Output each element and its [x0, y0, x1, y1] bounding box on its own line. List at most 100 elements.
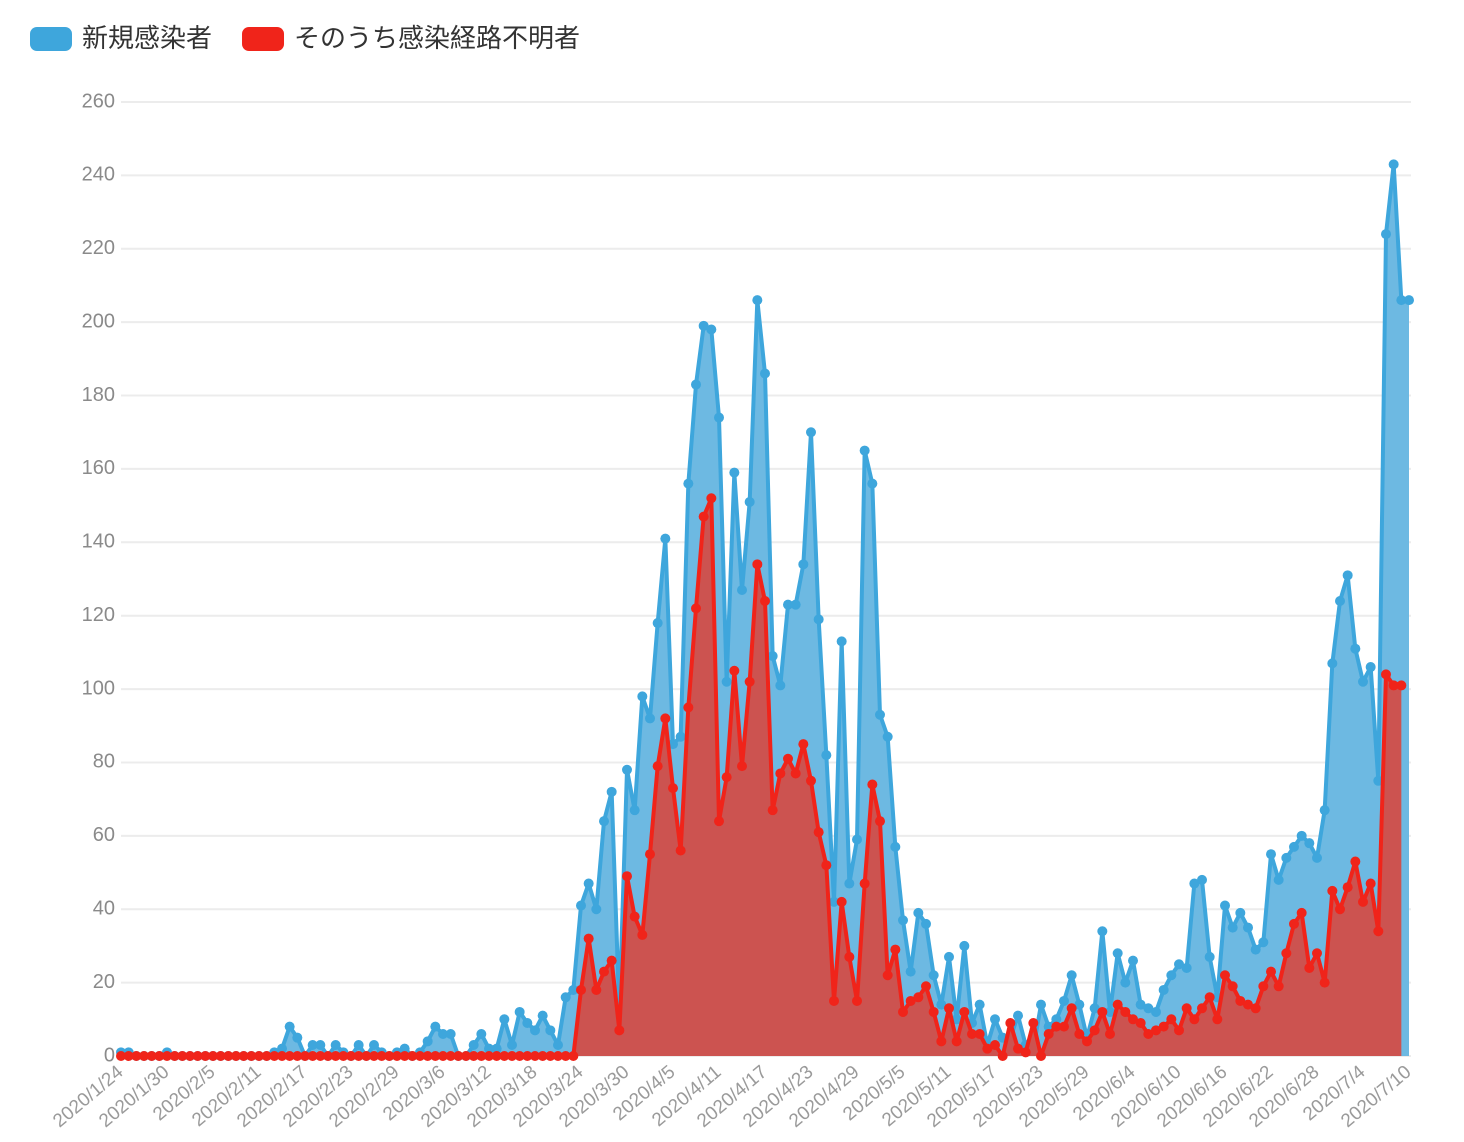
data-point: [1373, 926, 1384, 937]
data-point: [698, 511, 709, 522]
data-point: [208, 1051, 218, 1061]
data-point: [652, 761, 663, 772]
data-point: [890, 841, 901, 852]
data-point: [1036, 1051, 1046, 1061]
y-tick-label: 140: [82, 531, 115, 553]
data-point: [691, 603, 701, 614]
data-point: [361, 1051, 372, 1061]
data-point: [177, 1051, 188, 1061]
data-point: [530, 1025, 540, 1036]
data-point: [476, 1028, 487, 1039]
data-point: [284, 1051, 295, 1061]
data-point: [1051, 1014, 1062, 1025]
data-point: [760, 368, 770, 379]
data-point: [422, 1051, 433, 1061]
data-point: [798, 739, 809, 750]
data-point: [507, 1051, 517, 1061]
y-tick-label: 160: [82, 457, 115, 479]
data-point: [1135, 1017, 1146, 1028]
legend-label: 新規感染者: [82, 23, 212, 53]
data-point: [1212, 1014, 1223, 1025]
data-point: [829, 995, 839, 1006]
data-point: [913, 992, 924, 1003]
data-point: [1281, 852, 1292, 863]
data-point: [1396, 680, 1407, 691]
data-point: [645, 849, 655, 860]
data-point: [882, 731, 893, 742]
data-point: [752, 295, 763, 306]
data-point: [836, 896, 847, 907]
data-point: [614, 1025, 625, 1036]
data-point: [1112, 948, 1123, 959]
data-point: [338, 1051, 349, 1061]
data-point: [1289, 918, 1299, 929]
data-point: [583, 878, 594, 889]
data-point: [545, 1025, 556, 1036]
data-point: [315, 1039, 326, 1050]
data-point: [1312, 852, 1322, 863]
data-point: [1151, 1025, 1161, 1036]
data-point: [928, 970, 939, 981]
data-point: [430, 1021, 441, 1032]
data-point: [928, 1006, 939, 1017]
data-point: [744, 676, 755, 687]
data-point: [215, 1051, 226, 1061]
data-point: [1327, 885, 1338, 896]
data-point: [997, 1051, 1008, 1061]
data-point: [645, 713, 655, 724]
data-point: [1273, 874, 1284, 885]
data-point: [568, 984, 579, 995]
data-point: [721, 772, 732, 783]
data-point: [1181, 1003, 1192, 1014]
y-tick-label: 180: [82, 384, 115, 406]
data-point: [729, 665, 740, 676]
data-point: [231, 1051, 241, 1061]
data-point: [1204, 951, 1215, 962]
data-point: [1396, 295, 1407, 306]
data-point: [1304, 962, 1315, 973]
data-point: [1143, 1003, 1154, 1014]
data-point: [1013, 1043, 1023, 1054]
data-point: [507, 1039, 517, 1050]
data-point: [116, 1051, 126, 1061]
data-point: [691, 379, 701, 390]
data-point: [974, 1028, 985, 1039]
data-point: [1227, 922, 1238, 933]
data-point: [269, 1051, 280, 1061]
data-point: [1358, 896, 1368, 907]
data-point: [1128, 1014, 1138, 1025]
data-point: [1243, 922, 1253, 933]
data-point: [560, 992, 571, 1003]
data-point: [330, 1051, 341, 1061]
data-point: [1120, 977, 1131, 988]
data-point: [1381, 669, 1391, 680]
data-point: [1013, 1010, 1023, 1021]
data-point: [376, 1051, 387, 1061]
data-point: [767, 805, 778, 816]
data-point: [1020, 1047, 1031, 1058]
data-point: [821, 860, 832, 871]
data-point: [875, 709, 885, 720]
data-point: [323, 1051, 333, 1061]
y-tick-label: 260: [82, 90, 115, 112]
data-point: [1266, 966, 1276, 977]
data-point: [859, 878, 870, 889]
data-point: [1250, 1003, 1261, 1014]
data-point: [798, 559, 809, 570]
data-point: [737, 585, 747, 596]
data-point: [951, 1036, 962, 1047]
data-point: [652, 618, 663, 629]
data-point: [591, 904, 602, 915]
data-point: [1296, 830, 1307, 841]
data-point: [882, 970, 893, 981]
data-point: [1258, 937, 1269, 948]
data-point: [905, 995, 916, 1006]
y-tick-label: 0: [104, 1044, 115, 1066]
data-point: [921, 981, 931, 992]
data-point: [982, 1043, 993, 1054]
legend-swatch: [30, 27, 72, 51]
data-point: [315, 1051, 326, 1061]
data-point: [706, 324, 717, 335]
data-point: [1028, 1017, 1039, 1028]
data-point: [813, 614, 824, 625]
